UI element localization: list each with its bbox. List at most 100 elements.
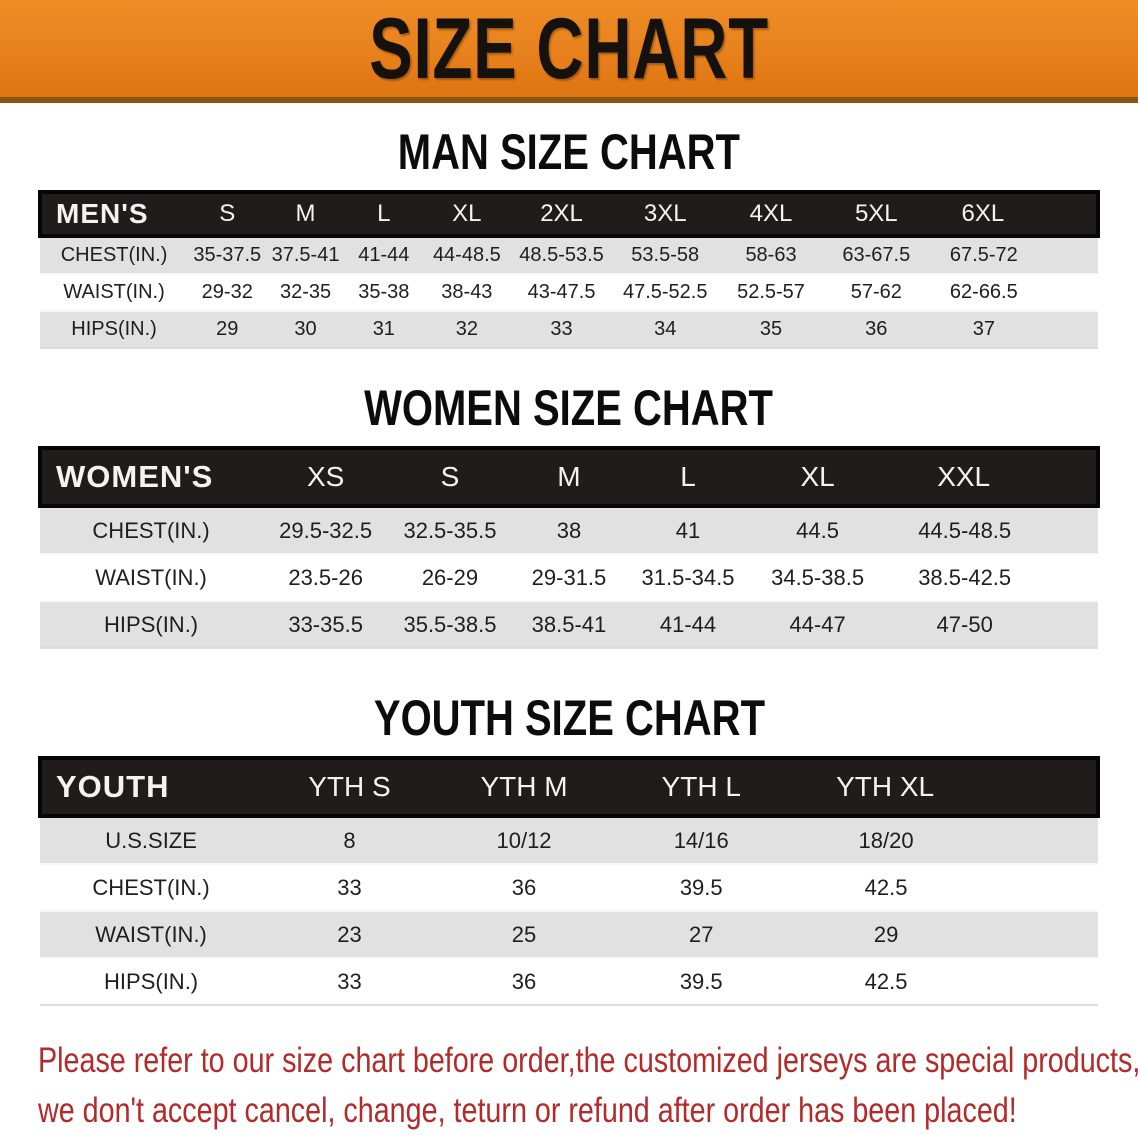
table-cell: 36 <box>865 318 888 340</box>
men-header-row: MEN'S S M L XL 2XL 3XL 4XL 5XL 6XL <box>37 190 1101 238</box>
women-size-table: WOMEN'S XS S M L XL XXL CHEST(IN.) 29.5-… <box>37 446 1100 649</box>
table-cell: 39.5 <box>679 874 723 900</box>
table-cell: 38-43 <box>441 281 493 303</box>
women-header-row: WOMEN'S XS S M L XL XXL <box>37 446 1100 508</box>
men-col-6xl: 6XL <box>928 190 1101 238</box>
table-cell: 33 <box>550 318 573 340</box>
row-label: CHEST(IN.) <box>92 874 210 900</box>
men-waist-row: WAIST(IN.) 29-32 32-35 35-38 38-43 43-47… <box>40 274 1098 311</box>
youth-col-m: YTH M <box>436 756 612 818</box>
disclaimer-line-1: Please refer to our size chart before or… <box>38 1041 1138 1080</box>
table-cell: 33 <box>337 968 362 994</box>
women-col-m: M <box>510 446 628 508</box>
size-chart-banner: SIZE CHART <box>0 0 1138 103</box>
youth-chest-row: CHEST(IN.) 33 36 39.5 42.5 <box>40 864 1098 911</box>
table-cell: 44-47 <box>789 611 846 637</box>
table-cell: 42.5 <box>864 874 908 900</box>
table-cell: 36 <box>511 968 537 994</box>
youth-ussize-row: U.S.SIZE 8 10/12 14/16 18/20 <box>40 816 1098 864</box>
table-cell: 30 <box>294 318 317 340</box>
table-cell: 23.5-26 <box>288 564 363 590</box>
table-cell: 14/16 <box>673 827 729 853</box>
men-hips-row: HIPS(IN.) 29 30 31 32 33 34 35 36 37 <box>40 311 1098 348</box>
table-cell: 29.5-32.5 <box>279 517 373 543</box>
youth-header-row: YOUTH YTH S YTH M YTH L YTH XL <box>37 756 1100 818</box>
table-cell: 38.5-42.5 <box>918 564 1012 590</box>
men-col-m: M <box>266 190 345 238</box>
table-cell: 35 <box>759 318 783 340</box>
table-cell: 41-44 <box>358 244 410 266</box>
table-cell: 67.5-72 <box>949 244 1018 266</box>
women-chest-row: CHEST(IN.) 29.5-32.5 32.5-35.5 38 41 44.… <box>40 506 1098 554</box>
table-cell: 44.5-48.5 <box>918 517 1012 543</box>
men-table-label: MEN'S <box>37 190 189 238</box>
men-section-title-text: MAN SIZE CHART <box>397 124 741 180</box>
women-col-xl: XL <box>748 446 887 508</box>
men-col-3xl: 3XL <box>612 190 719 238</box>
table-cell: 25 <box>511 921 537 947</box>
table-cell: 38.5-41 <box>531 611 607 637</box>
table-cell: 35-37.5 <box>193 244 262 266</box>
order-disclaimer: Please refer to our size chart before or… <box>38 1036 1138 1135</box>
youth-col-xl: YTH XL <box>791 756 1100 818</box>
table-cell: 23 <box>337 921 362 947</box>
table-cell: 34 <box>654 318 677 340</box>
table-cell: 62-66.5 <box>949 281 1018 303</box>
women-hips-row: HIPS(IN.) 33-35.5 35.5-38.5 38.5-41 41-4… <box>40 601 1098 648</box>
row-label: HIPS(IN.) <box>71 318 157 340</box>
row-label: CHEST(IN.) <box>60 244 168 266</box>
table-cell: 53.5-58 <box>631 244 700 266</box>
table-cell: 35.5-38.5 <box>403 611 497 637</box>
women-col-s: S <box>389 446 511 508</box>
men-size-table: MEN'S S M L XL 2XL 3XL 4XL 5XL 6XL CHEST… <box>37 190 1101 349</box>
row-label: WAIST(IN.) <box>63 281 165 303</box>
table-cell: 31.5-34.5 <box>641 564 735 590</box>
row-label: U.S.SIZE <box>105 827 197 853</box>
table-cell: 29-32 <box>201 281 253 303</box>
row-label: WAIST(IN.) <box>95 564 207 590</box>
youth-col-l: YTH L <box>611 756 792 818</box>
youth-table-label: YOUTH <box>37 756 263 818</box>
table-cell: 27 <box>688 921 714 947</box>
table-cell: 44-48.5 <box>432 244 501 266</box>
men-col-5xl: 5XL <box>823 190 929 238</box>
women-section-title-text: WOMEN SIZE CHART <box>364 380 774 436</box>
table-cell: 42.5 <box>864 968 908 994</box>
row-label: WAIST(IN.) <box>95 921 207 947</box>
table-cell: 47-50 <box>936 611 993 637</box>
table-cell: 34.5-38.5 <box>771 564 865 590</box>
table-cell: 32 <box>455 318 478 340</box>
table-cell: 36 <box>511 874 537 900</box>
table-cell: 31 <box>372 318 395 340</box>
table-cell: 32.5-35.5 <box>403 517 497 543</box>
table-cell: 29 <box>216 318 239 340</box>
table-cell: 58-63 <box>745 244 797 266</box>
youth-col-s: YTH S <box>262 756 437 818</box>
table-cell: 38 <box>556 517 582 543</box>
table-cell: 29-31.5 <box>531 564 607 590</box>
table-cell: 39.5 <box>679 968 723 994</box>
youth-section-title: YOUTH SIZE CHART <box>0 693 1138 743</box>
table-cell: 43-47.5 <box>527 281 596 303</box>
table-cell: 57-62 <box>850 281 902 303</box>
row-label: HIPS(IN.) <box>104 611 199 637</box>
women-table-label: WOMEN'S <box>37 446 263 508</box>
men-section-title: MAN SIZE CHART <box>0 127 1138 177</box>
row-label: HIPS(IN.) <box>104 968 199 994</box>
table-cell: 47.5-52.5 <box>622 281 708 303</box>
table-cell: 44.5 <box>796 517 839 543</box>
youth-size-table: YOUTH YTH S YTH M YTH L YTH XL U.S.SIZE … <box>37 756 1100 1006</box>
women-waist-row: WAIST(IN.) 23.5-26 26-29 29-31.5 31.5-34… <box>40 554 1098 601</box>
youth-section-title-text: YOUTH SIZE CHART <box>373 690 765 746</box>
row-label: CHEST(IN.) <box>92 517 210 543</box>
table-cell: 35-38 <box>358 281 410 303</box>
women-col-l: L <box>627 446 749 508</box>
table-cell: 48.5-53.5 <box>519 244 604 266</box>
table-cell: 41 <box>675 517 701 543</box>
men-col-xl: XL <box>422 190 511 238</box>
table-cell: 33-35.5 <box>288 611 363 637</box>
women-section-title: WOMEN SIZE CHART <box>0 383 1138 433</box>
women-col-xxl: XXL <box>886 446 1100 508</box>
youth-waist-row: WAIST(IN.) 23 25 27 29 <box>40 911 1098 958</box>
table-cell: 63-67.5 <box>842 244 911 266</box>
